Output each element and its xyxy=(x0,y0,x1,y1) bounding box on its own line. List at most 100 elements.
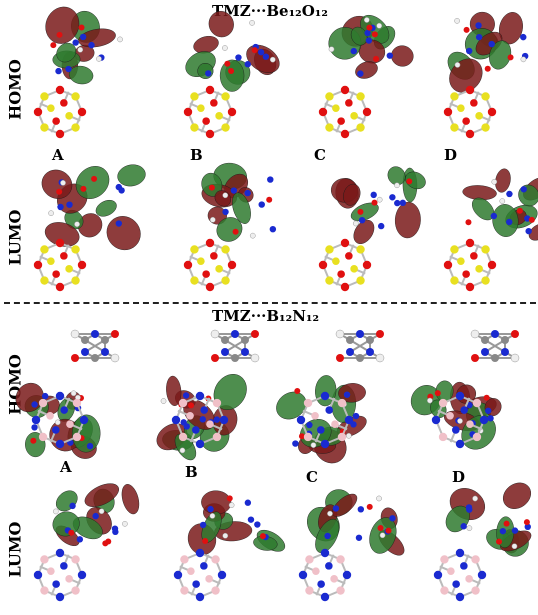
lumo-bot-1-atom xyxy=(202,538,209,545)
be12o12-cage-lumo-2-atom xyxy=(325,245,334,254)
b12n12-cage-homo-2-atom xyxy=(296,415,306,425)
be12o12-cage-homo-3-atom xyxy=(450,123,459,132)
homo-bot-2-atom xyxy=(294,387,301,394)
be12o12-cage-lumo-3-atom xyxy=(481,245,490,254)
homo-bot-3-atom xyxy=(487,415,494,422)
lumo-bot-3-atom xyxy=(503,520,510,527)
b12n12-cage-homo-0-atom xyxy=(72,398,82,408)
be12o12-cage-lumo-1-atom xyxy=(183,260,193,270)
b12n12-cage-lumo-0-atom xyxy=(52,580,60,588)
be12o12-cage-lumo-1-atom xyxy=(190,245,199,254)
be12o12-cage-lumo-0-atom xyxy=(60,252,68,260)
lumo-top-0-lobe xyxy=(95,200,117,217)
homo-bot-1-atom xyxy=(213,416,221,423)
be12o12-cage-homo-1-atom xyxy=(210,99,218,107)
lumo-top-0-atom xyxy=(80,185,87,192)
tmz-skeleton-0-atom xyxy=(81,336,89,344)
lumo-top-2-atom xyxy=(389,194,396,201)
b12n12-cage-homo-2-atom xyxy=(331,420,339,429)
lumo-top-3-atom xyxy=(506,190,513,198)
b12n12-cage-lumo-1-atom xyxy=(180,555,189,564)
b12n12-cage-lumo-1-atom xyxy=(217,570,227,580)
be12o12-cage-homo-3-atom xyxy=(470,99,478,107)
homo-bot-0-atom xyxy=(31,424,38,431)
be12o12-cage-homo-2-atom xyxy=(318,107,328,117)
be12o12-cage-lumo-3-atom xyxy=(475,265,483,273)
be12o12-cage-lumo-3-atom xyxy=(465,238,475,248)
b12n12-cage-homo-0-atom xyxy=(51,426,60,434)
be12o12-cage-homo-3-atom xyxy=(443,107,453,117)
be12o12-cage-homo-1-atom xyxy=(221,123,230,132)
b12n12-cage-lumo-2-atom xyxy=(305,586,314,595)
be12o12-cage-lumo-1-atom xyxy=(202,270,210,278)
be12o12-cage-lumo-3-atom xyxy=(462,270,470,278)
be12o12-cage-lumo-0-atom xyxy=(55,282,65,292)
be12o12-cage-lumo-1-atom xyxy=(190,276,199,285)
tmz-skeleton-1-atom xyxy=(211,354,219,362)
lumo-top-2-atom xyxy=(399,199,407,207)
lumo-bot-0-atom xyxy=(76,536,84,543)
tmz-skeleton-3-bond xyxy=(484,333,516,353)
homo-bot-2-atom xyxy=(306,421,313,429)
lumo-bot-3-atom xyxy=(511,543,518,550)
b12n12-cage-homo-1-atom xyxy=(178,398,188,408)
lumo-top-3-atom xyxy=(465,219,472,226)
lumo-top-2-atom xyxy=(376,196,383,203)
section-divider xyxy=(4,302,536,304)
homo-top-2-atom xyxy=(371,31,378,38)
be12o12-cage-homo-2-atom xyxy=(325,92,334,101)
lumo-top-2-atom xyxy=(394,199,401,207)
be12o12-cage-homo-1-atom xyxy=(227,107,237,117)
lumo-top-1-atom xyxy=(222,192,229,199)
b12n12-cage-homo-3-atom xyxy=(460,406,469,414)
lumo-bot-3-atom xyxy=(466,506,473,513)
lumo-top-0-atom xyxy=(91,175,98,182)
panel-label-bottom-c: C xyxy=(306,468,318,486)
lumo-top-3-lobe xyxy=(492,204,519,237)
be12o12-cage-homo-3-atom xyxy=(475,112,483,120)
b12n12-cage-homo-3-atom xyxy=(438,432,448,442)
lumo-top-0-lobe xyxy=(106,216,141,251)
b12n12-cage-homo-0-atom xyxy=(60,406,69,414)
be12o12-cage-lumo-3-atom xyxy=(450,245,459,254)
b12n12-cage-homo-1-atom xyxy=(191,426,200,434)
b12n12-cage-homo-3-atom xyxy=(451,426,460,434)
be12o12-cage-homo-2-atom xyxy=(350,112,358,120)
be12o12-cage-homo-3-atom xyxy=(481,123,490,132)
lumo-bot-2-atom xyxy=(376,495,382,502)
homo-top-2-atom xyxy=(366,24,373,31)
b12n12-cage-lumo-0-atom xyxy=(71,586,80,595)
be12o12-cage-homo-0-atom xyxy=(71,123,80,132)
tmz-skeleton-0-atom xyxy=(111,330,119,338)
be12o12-cage-homo-2-atom xyxy=(345,99,353,107)
b12n12-cage-lumo-1-atom xyxy=(200,562,208,570)
tmz-skeleton-1-atom xyxy=(231,354,239,362)
be12o12-cage-lumo-2-atom xyxy=(332,257,340,265)
homo-top-3-atom xyxy=(475,33,483,41)
homo-bot-0-atom xyxy=(41,392,49,400)
be12o12-cage-lumo-2-atom xyxy=(325,276,334,285)
lumo-bot-2-atom xyxy=(379,532,386,539)
be12o12-cage-lumo-0-atom xyxy=(40,276,49,285)
be12o12-cage-lumo-1-atom xyxy=(197,257,205,265)
lumo-bot-3-atom xyxy=(496,538,503,545)
lumo-top-1-atom xyxy=(258,201,265,208)
lumo-bot-0-atom xyxy=(98,508,105,515)
be12o12-cage-lumo-3-atom xyxy=(443,260,453,270)
tmz-skeleton-2-atom xyxy=(356,330,364,338)
be12o12-cage-homo-3-atom xyxy=(465,129,475,139)
homo-bot-3-atom xyxy=(457,418,463,424)
tmz-skeleton-2-atom xyxy=(356,354,364,362)
be12o12-cage-homo-1-atom xyxy=(197,104,205,112)
b12n12-cage-lumo-3-atom xyxy=(433,570,443,580)
homo-top-2-lobe xyxy=(391,45,414,67)
tmz-skeleton-0-bond xyxy=(84,333,116,353)
lumo-bot-1-atom xyxy=(222,532,229,539)
homo-bot-2-atom xyxy=(352,412,360,420)
lumo-bot-2-atom xyxy=(366,503,373,510)
b12n12-cage-lumo-0-atom xyxy=(65,575,73,583)
lumo-top-1-lobe xyxy=(216,217,243,242)
b12n12-cage-lumo-0-atom xyxy=(40,555,49,564)
lumo-top-2-atom xyxy=(358,216,366,224)
